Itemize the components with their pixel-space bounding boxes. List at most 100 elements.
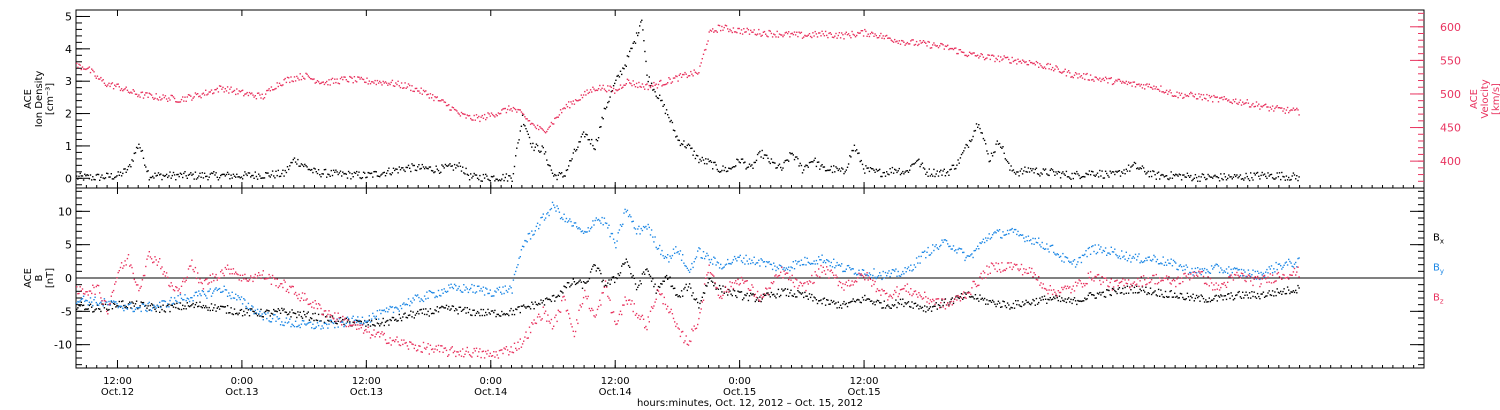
- density-point: [844, 171, 846, 173]
- by-point: [1068, 260, 1070, 262]
- velocity-point: [934, 44, 936, 46]
- bz-point: [435, 345, 437, 347]
- bx-point: [1244, 294, 1246, 296]
- velocity-point: [729, 28, 731, 31]
- by-point: [372, 312, 374, 315]
- by-point: [745, 254, 747, 257]
- density-point: [1292, 172, 1295, 174]
- bx-point: [441, 305, 443, 308]
- by-point: [835, 265, 837, 267]
- velocity-point: [400, 82, 403, 84]
- density-point: [963, 150, 965, 152]
- velocity-point: [899, 43, 902, 45]
- bz-point: [385, 342, 388, 345]
- velocity-point: [127, 91, 130, 93]
- velocity-point: [966, 55, 968, 58]
- by-point: [342, 321, 344, 323]
- bz-point: [165, 272, 168, 274]
- bx-point: [735, 295, 737, 297]
- density-point: [170, 177, 172, 179]
- bx-point: [1044, 298, 1047, 300]
- by-point: [602, 224, 604, 226]
- by-point: [177, 295, 179, 297]
- velocity-point: [756, 33, 759, 35]
- bz-point: [172, 289, 175, 291]
- by-point: [453, 283, 456, 286]
- bz-point: [114, 283, 116, 285]
- by-point: [1180, 266, 1183, 268]
- velocity-point: [107, 84, 109, 86]
- velocity-point: [604, 89, 607, 92]
- bz-point: [402, 343, 404, 346]
- by-point: [964, 259, 966, 262]
- velocity-point: [528, 120, 531, 122]
- velocity-point: [1019, 60, 1021, 62]
- by-point: [626, 209, 629, 212]
- velocity-point: [1176, 91, 1178, 93]
- density-point: [1214, 174, 1216, 176]
- density-point: [512, 173, 515, 175]
- velocity-point: [1074, 72, 1077, 74]
- density-point: [864, 172, 866, 174]
- velocity-point: [646, 83, 648, 85]
- bx-point: [366, 321, 368, 324]
- bz-point: [115, 281, 117, 283]
- by-point: [1161, 263, 1163, 265]
- velocity-point: [229, 88, 231, 90]
- by-point: [233, 297, 236, 299]
- density-point: [246, 174, 248, 177]
- bx-point: [1145, 286, 1147, 288]
- by-point: [152, 307, 154, 309]
- by-point: [343, 325, 345, 328]
- density-point: [434, 171, 436, 173]
- by-point: [124, 304, 126, 307]
- velocity-point: [104, 84, 107, 86]
- velocity-point: [438, 100, 441, 102]
- bx-point: [384, 321, 387, 323]
- by-point: [319, 320, 321, 322]
- velocity-point: [940, 42, 942, 45]
- density-point: [79, 172, 81, 175]
- bx-point: [1149, 287, 1152, 289]
- by-point: [1231, 271, 1233, 274]
- bx-point: [254, 312, 256, 314]
- bz-point: [383, 332, 385, 335]
- by-point: [884, 271, 887, 274]
- bx-point: [1233, 297, 1236, 300]
- density-point: [789, 152, 791, 154]
- velocity-point: [623, 84, 625, 86]
- bx-point: [1252, 295, 1254, 298]
- by-point: [154, 305, 156, 308]
- by-point: [1040, 246, 1042, 248]
- velocity-point: [700, 62, 702, 64]
- density-point: [1263, 173, 1266, 175]
- bx-point: [816, 302, 819, 305]
- by-point: [1259, 278, 1261, 281]
- density-point: [735, 165, 737, 167]
- bx-point: [1027, 301, 1030, 303]
- bx-point: [623, 263, 625, 265]
- by-point: [118, 305, 120, 307]
- density-point: [717, 170, 720, 172]
- by-point: [1218, 271, 1221, 274]
- bx-point: [1025, 299, 1027, 302]
- bx-point: [1228, 293, 1230, 295]
- velocity-point: [1286, 106, 1289, 109]
- density-point: [1213, 175, 1215, 177]
- bx-point: [1214, 295, 1216, 297]
- bx-point: [874, 304, 876, 306]
- bx-point: [849, 301, 851, 304]
- density-point: [705, 158, 707, 160]
- by-point: [744, 263, 746, 265]
- density-point: [837, 169, 839, 172]
- velocity-point: [1174, 95, 1176, 97]
- bx-point: [1141, 286, 1144, 288]
- bx-point: [372, 324, 374, 326]
- bx-point: [1101, 291, 1103, 294]
- density-point: [933, 168, 935, 171]
- density-point: [796, 156, 798, 158]
- by-point: [973, 250, 975, 252]
- bx-point: [586, 281, 588, 283]
- velocity-point: [306, 73, 308, 75]
- by-point: [293, 325, 296, 328]
